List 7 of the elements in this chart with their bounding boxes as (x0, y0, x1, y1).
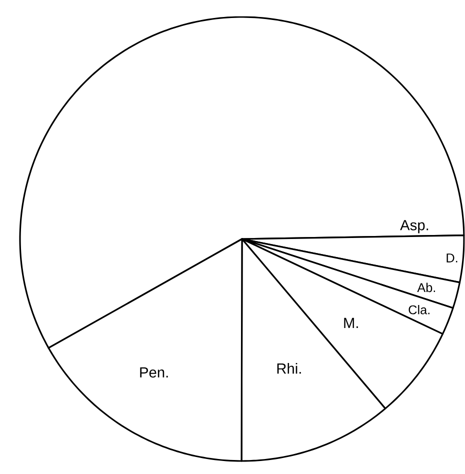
slice-label: Rhi. (277, 362, 301, 374)
slice-label: Pen. (140, 367, 168, 378)
slice-label: Cla. (408, 304, 430, 314)
slice-label: Asp. (400, 220, 428, 234)
slice-label: M. (344, 318, 358, 328)
slice-label: D. (446, 254, 458, 262)
slice-label: Ab. (417, 282, 436, 292)
